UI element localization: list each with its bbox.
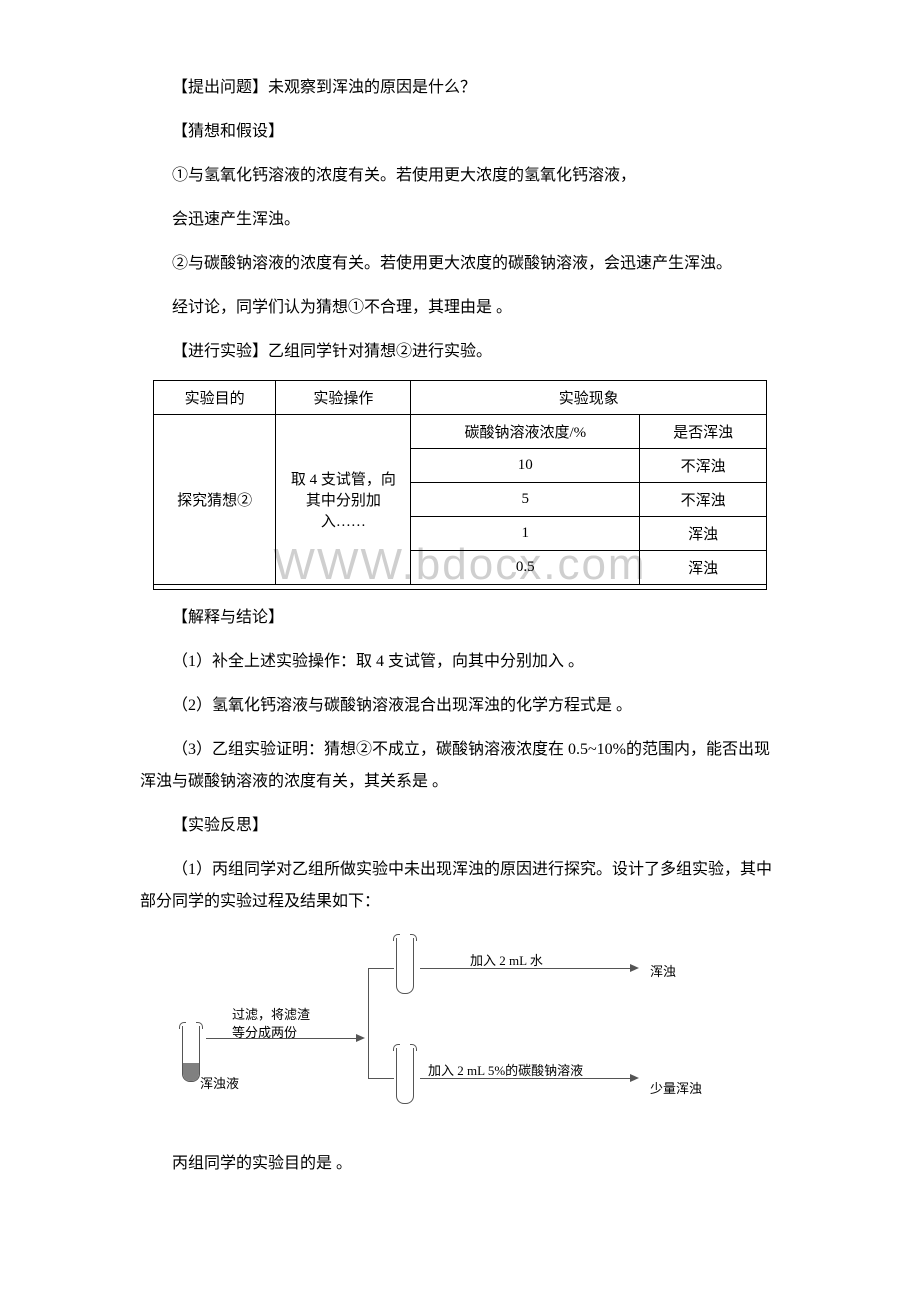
top-action-label: 加入 2 mL 水 xyxy=(470,950,543,969)
reflect-1: （1）丙组同学对乙组所做实验中未出现浑浊的原因进行探究。设计了多组实验，其中部分… xyxy=(140,854,780,918)
td-operation: 取 4 支试管，向其中分别加入…… xyxy=(276,415,411,585)
hypothesis-1b: 会迅速产生浑浊。 xyxy=(140,204,780,236)
th-operation: 实验操作 xyxy=(276,381,411,415)
hypothesis-2: ②与碳酸钠溶液的浓度有关。若使用更大浓度的碳酸钠溶液，会迅速产生浑浊。 xyxy=(140,248,780,280)
left-tube-label: 浑浊液 xyxy=(200,1073,239,1092)
diagram-line xyxy=(368,968,394,969)
td-turbid: 不浑浊 xyxy=(640,449,767,483)
explain-3: （3）乙组实验证明：猜想②不成立，碳酸钠溶液浓度在 0.5~10%的范围内，能否… xyxy=(140,734,780,798)
top-result-label: 浑浊 xyxy=(650,961,676,980)
hypothesis-discuss: 经讨论，同学们认为猜想①不合理，其理由是 。 xyxy=(140,292,780,324)
left-tube-icon xyxy=(182,1026,200,1082)
lower-tube-icon xyxy=(396,1048,414,1104)
reflect-heading: 【实验反思】 xyxy=(140,810,780,842)
table-header-row: 实验目的 实验操作 实验现象 xyxy=(153,381,766,415)
td-turbid: 浑浊 xyxy=(640,551,767,585)
td-turbid: 不浑浊 xyxy=(640,483,767,517)
diagram-line xyxy=(368,968,369,1078)
bottom-action-label: 加入 2 mL 5%的碳酸钠溶液 xyxy=(428,1060,583,1079)
experiment-heading: 【进行实验】乙组同学针对猜想②进行实验。 xyxy=(140,336,780,368)
th-phenomenon: 实验现象 xyxy=(411,381,767,415)
diagram-line xyxy=(368,1078,394,1079)
td-conc: 1 xyxy=(411,517,640,551)
hypothesis-1a: ①与氢氧化钙溶液的浓度有关。若使用更大浓度的氢氧化钙溶液， xyxy=(140,160,780,192)
explain-2: （2）氢氧化钙溶液与碳酸钠溶液混合出现浑浊的化学方程式是 。 xyxy=(140,690,780,722)
reflect-end: 丙组同学的实验目的是 。 xyxy=(140,1148,780,1180)
arrow-icon xyxy=(356,1034,365,1042)
hypothesis-heading: 【猜想和假设】 xyxy=(140,116,780,148)
filter-label-2: 等分成两份 xyxy=(232,1022,297,1041)
bottom-result-label: 少量浑浊 xyxy=(650,1078,702,1097)
explain-1: （1）补全上述实验操作：取 4 支试管，向其中分别加入 。 xyxy=(140,646,780,678)
td-turbid: 浑浊 xyxy=(640,517,767,551)
arrow-icon xyxy=(630,1074,639,1082)
upper-tube-icon xyxy=(396,938,414,994)
td-conc-header: 碳酸钠溶液浓度/% xyxy=(411,415,640,449)
question-title: 【提出问题】未观察到浑浊的原因是什么？ xyxy=(140,72,780,104)
td-conc: 5 xyxy=(411,483,640,517)
experiment-table: 实验目的 实验操作 实验现象 探究猜想② 取 4 支试管，向其中分别加入…… 碳… xyxy=(153,380,767,590)
td-purpose: 探究猜想② xyxy=(153,415,276,585)
table-empty-row xyxy=(153,585,766,590)
filter-label-1: 过滤，将滤渣 xyxy=(232,1004,310,1023)
table-subheader-row: 探究猜想② 取 4 支试管，向其中分别加入…… 碳酸钠溶液浓度/% 是否浑浊 xyxy=(153,415,766,449)
td-turbid-header: 是否浑浊 xyxy=(640,415,767,449)
td-conc: 0.5 xyxy=(411,551,640,585)
experiment-diagram: 浑浊液 过滤，将滤渣 等分成两份 加入 2 mL 水 浑浊 xyxy=(170,938,730,1108)
th-purpose: 实验目的 xyxy=(153,381,276,415)
td-conc: 10 xyxy=(411,449,640,483)
explain-heading: 【解释与结论】 xyxy=(140,602,780,634)
arrow-icon xyxy=(630,964,639,972)
